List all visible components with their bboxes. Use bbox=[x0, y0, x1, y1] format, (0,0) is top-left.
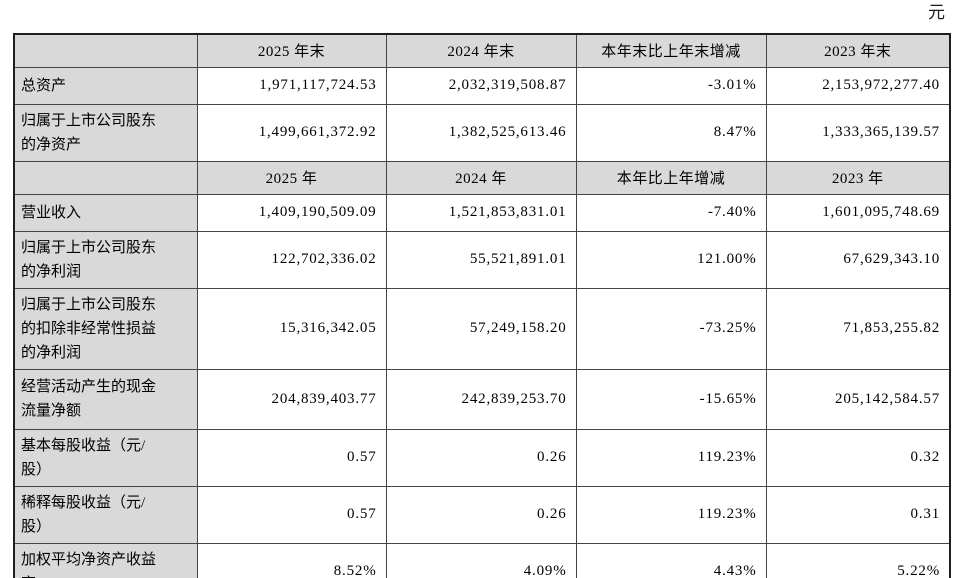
header-row-annual: 2025 年 2024 年 本年比上年增减 2023 年 bbox=[13, 160, 951, 195]
header-cell-blank bbox=[13, 33, 198, 68]
row-label-net-assets-attributable: 归属于上市公司股东 的净资产 bbox=[13, 103, 198, 162]
header-cell-2025: 2025 年 bbox=[196, 160, 387, 195]
row-label-operating-cash-flow: 经营活动产生的现金 流量净额 bbox=[13, 368, 198, 430]
row-weighted-avg-roe: 加权平均净资产收益 率 8.52% 4.09% 4.43% 5.22% bbox=[13, 542, 951, 578]
header-cell-2023: 2023 年 bbox=[765, 160, 951, 195]
value-cell: 119.23% bbox=[575, 428, 767, 487]
row-net-profit-attributable: 归属于上市公司股东 的净利润 122,702,336.02 55,521,891… bbox=[13, 230, 951, 289]
row-operating-cash-flow: 经营活动产生的现金 流量净额 204,839,403.77 242,839,25… bbox=[13, 368, 951, 430]
value-cell: 57,249,158.20 bbox=[385, 287, 577, 370]
financial-summary-table: 2025 年末 2024 年末 本年末比上年末增减 2023 年末 总资产 1,… bbox=[13, 33, 951, 578]
value-cell: 0.26 bbox=[385, 485, 577, 544]
value-cell: 0.57 bbox=[196, 485, 387, 544]
value-cell: 4.09% bbox=[385, 542, 577, 578]
value-cell: 8.47% bbox=[575, 103, 767, 162]
value-cell: 0.57 bbox=[196, 428, 387, 487]
value-cell: 1,382,525,613.46 bbox=[385, 103, 577, 162]
value-cell: 5.22% bbox=[765, 542, 951, 578]
value-cell: 0.32 bbox=[765, 428, 951, 487]
row-label-net-profit-excl-nonrecurring: 归属于上市公司股东 的扣除非经常性损益 的净利润 bbox=[13, 287, 198, 370]
row-operating-revenue: 营业收入 1,409,190,509.09 1,521,853,831.01 -… bbox=[13, 193, 951, 232]
header-cell-2025-year-end: 2025 年末 bbox=[196, 33, 387, 68]
value-cell: 2,153,972,277.40 bbox=[765, 66, 951, 105]
value-cell: -3.01% bbox=[575, 66, 767, 105]
header-cell-2024-year-end: 2024 年末 bbox=[385, 33, 577, 68]
value-cell: 1,333,365,139.57 bbox=[765, 103, 951, 162]
row-diluted-eps: 稀释每股收益（元/ 股） 0.57 0.26 119.23% 0.31 bbox=[13, 485, 951, 544]
value-cell: -15.65% bbox=[575, 368, 767, 430]
value-cell: 0.31 bbox=[765, 485, 951, 544]
header-cell-2024: 2024 年 bbox=[385, 160, 577, 195]
row-label-diluted-eps: 稀释每股收益（元/ 股） bbox=[13, 485, 198, 544]
value-cell: 119.23% bbox=[575, 485, 767, 544]
value-cell: 205,142,584.57 bbox=[765, 368, 951, 430]
value-cell: 55,521,891.01 bbox=[385, 230, 577, 289]
value-cell: 71,853,255.82 bbox=[765, 287, 951, 370]
value-cell: 2,032,319,508.87 bbox=[385, 66, 577, 105]
value-cell: 204,839,403.77 bbox=[196, 368, 387, 430]
header-row-year-end: 2025 年末 2024 年末 本年末比上年末增减 2023 年末 bbox=[13, 33, 951, 68]
value-cell: 121.00% bbox=[575, 230, 767, 289]
value-cell: 122,702,336.02 bbox=[196, 230, 387, 289]
row-label-total-assets: 总资产 bbox=[13, 66, 198, 105]
value-cell: 1,499,661,372.92 bbox=[196, 103, 387, 162]
value-cell: -73.25% bbox=[575, 287, 767, 370]
row-net-assets-attributable: 归属于上市公司股东 的净资产 1,499,661,372.92 1,382,52… bbox=[13, 103, 951, 162]
row-net-profit-excl-nonrecurring: 归属于上市公司股东 的扣除非经常性损益 的净利润 15,316,342.05 5… bbox=[13, 287, 951, 370]
header-cell-yoy-change-year-end: 本年末比上年末增减 bbox=[575, 33, 767, 68]
row-basic-eps: 基本每股收益（元/ 股） 0.57 0.26 119.23% 0.32 bbox=[13, 428, 951, 487]
row-label-weighted-avg-roe: 加权平均净资产收益 率 bbox=[13, 542, 198, 578]
value-cell: 1,971,117,724.53 bbox=[196, 66, 387, 105]
value-cell: 4.43% bbox=[575, 542, 767, 578]
value-cell: 1,409,190,509.09 bbox=[196, 193, 387, 232]
header-cell-blank bbox=[13, 160, 198, 195]
header-cell-2023-year-end: 2023 年末 bbox=[765, 33, 951, 68]
row-label-operating-revenue: 营业收入 bbox=[13, 193, 198, 232]
row-label-basic-eps: 基本每股收益（元/ 股） bbox=[13, 428, 198, 487]
value-cell: 15,316,342.05 bbox=[196, 287, 387, 370]
header-cell-yoy-change: 本年比上年增减 bbox=[575, 160, 767, 195]
value-cell: 242,839,253.70 bbox=[385, 368, 577, 430]
value-cell: 0.26 bbox=[385, 428, 577, 487]
value-cell: 8.52% bbox=[196, 542, 387, 578]
value-cell: 67,629,343.10 bbox=[765, 230, 951, 289]
row-total-assets: 总资产 1,971,117,724.53 2,032,319,508.87 -3… bbox=[13, 66, 951, 105]
value-cell: -7.40% bbox=[575, 193, 767, 232]
value-cell: 1,521,853,831.01 bbox=[385, 193, 577, 232]
row-label-net-profit-attributable: 归属于上市公司股东 的净利润 bbox=[13, 230, 198, 289]
value-cell: 1,601,095,748.69 bbox=[765, 193, 951, 232]
currency-unit-label: 元 bbox=[928, 3, 945, 22]
